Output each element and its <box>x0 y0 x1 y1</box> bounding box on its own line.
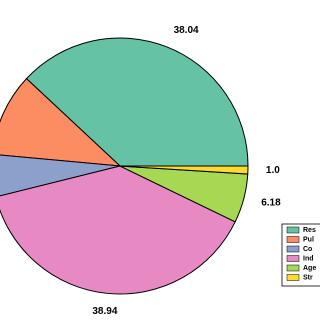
legend-label: Str <box>303 274 313 281</box>
data-label: 38.04 <box>174 25 199 36</box>
data-label: 6.18 <box>261 198 281 209</box>
legend-swatch <box>286 255 300 262</box>
legend-label: Age <box>303 265 316 272</box>
legend-label: Pul <box>303 236 314 243</box>
legend-swatch <box>286 226 300 234</box>
legend-swatch <box>286 264 300 272</box>
legend-label: Res <box>303 227 316 234</box>
legend-swatch <box>286 236 300 243</box>
legend-swatch <box>286 274 300 281</box>
legend-label: Co <box>303 246 312 253</box>
pie-slice <box>0 165 236 295</box>
data-label: 1.0 <box>266 165 280 176</box>
legend: Res Pul Co Ind Age Str <box>281 223 320 287</box>
legend-swatch <box>286 245 300 253</box>
pie-slice <box>25 37 249 167</box>
legend-label: Ind <box>303 255 314 262</box>
pie-slice <box>0 77 122 167</box>
pie-slice <box>119 165 249 175</box>
pie-slice <box>0 154 121 197</box>
data-label: 38.94 <box>92 306 117 317</box>
